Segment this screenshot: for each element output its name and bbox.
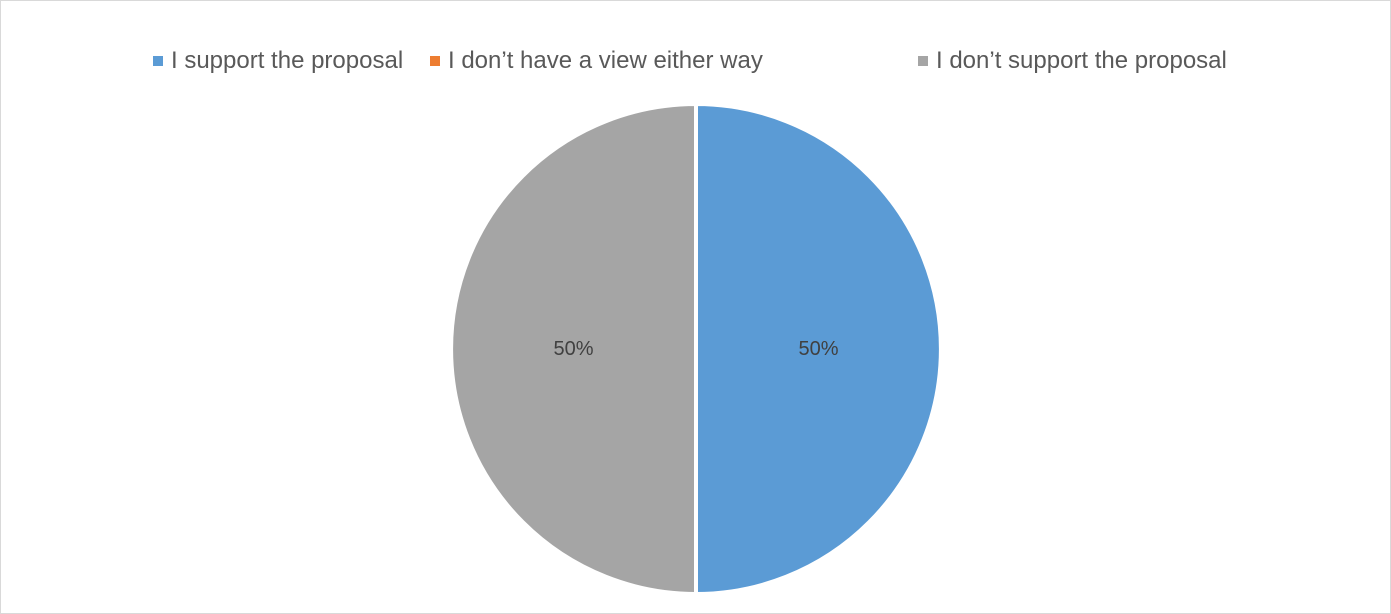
legend-label-support: I support the proposal	[171, 47, 404, 74]
data-label-oppose: 50%	[553, 338, 593, 360]
legend-item-neutral: I don’t have a view either way	[430, 45, 763, 77]
legend-label-oppose: I don’t support the proposal	[936, 47, 1227, 74]
legend-swatch-oppose	[918, 56, 928, 66]
legend-item-support: I support the proposal	[153, 45, 403, 77]
legend-label-neutral: I don’t have a view either way	[448, 47, 763, 74]
pie-slice-support	[694, 102, 943, 596]
pie-slice-oppose	[449, 102, 698, 596]
legend-swatch-neutral	[430, 56, 440, 66]
legend: I support the proposal I don’t have a vi…	[1, 45, 1390, 77]
data-label-support: 50%	[798, 338, 838, 360]
legend-swatch-support	[153, 56, 163, 66]
legend-item-oppose: I don’t support the proposal	[918, 45, 1227, 77]
